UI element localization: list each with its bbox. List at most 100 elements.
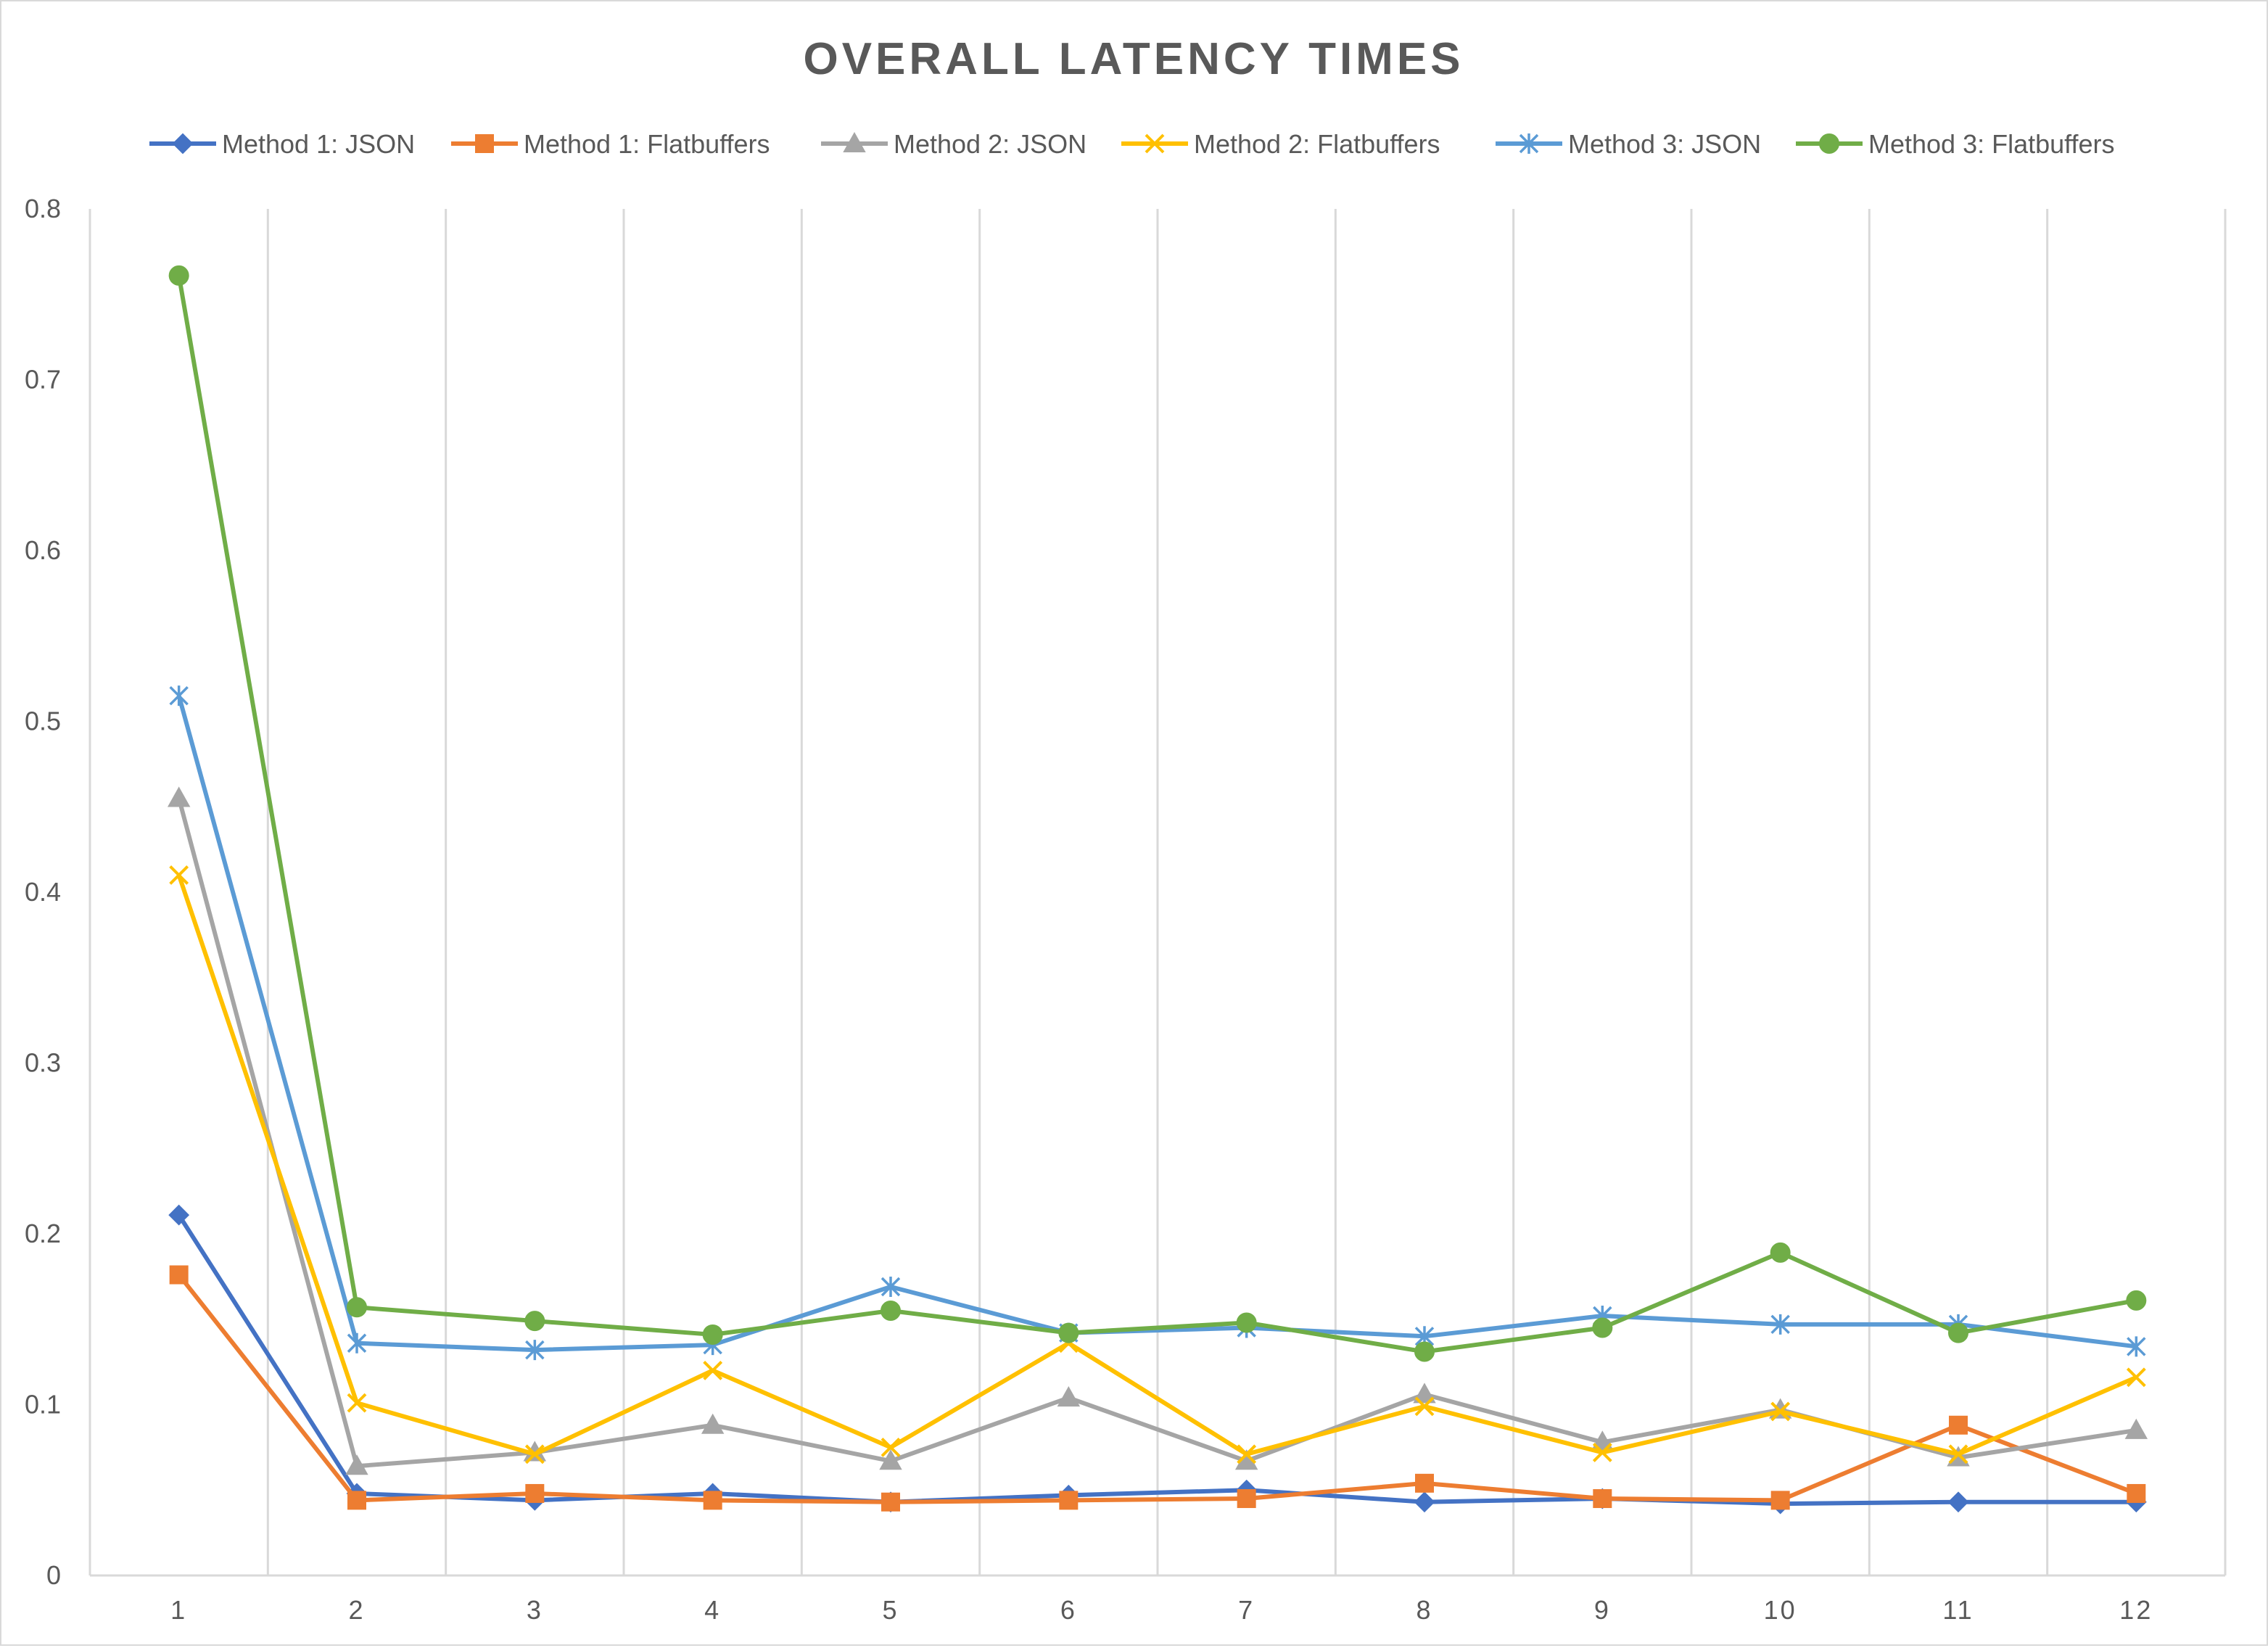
- y-tick-label: 0.6: [25, 535, 61, 565]
- data-point: [347, 1491, 366, 1510]
- data-point: [525, 1340, 545, 1361]
- data-point: [2127, 1336, 2146, 1357]
- data-point: [345, 1454, 368, 1475]
- legend-label: Method 2: Flatbuffers: [1194, 129, 1440, 159]
- data-point: [1592, 1443, 1612, 1462]
- y-tick-label: 0.7: [25, 365, 61, 395]
- series-layer: [167, 265, 2148, 1515]
- data-point: [1413, 1383, 1436, 1404]
- legend: Method 1: JSON Method 1: Flatbuffers Metho…: [149, 129, 2115, 159]
- axes: 00.10.20.30.40.50.60.70.81 2 3 4 5 6 7 8 9 10 11 12: [25, 194, 2225, 1625]
- y-tick-label: 0.5: [25, 706, 61, 736]
- series-line: [177, 1273, 2137, 1504]
- data-point: [881, 1277, 901, 1298]
- series-method-3-flatbuffers: [168, 265, 2147, 1362]
- data-point: [1770, 1491, 1790, 1510]
- x-tick-label: 6: [1060, 1595, 1077, 1625]
- data-point: [1236, 1312, 1257, 1333]
- data-point: [168, 1204, 190, 1226]
- data-point: [1414, 1341, 1435, 1362]
- gridlines: [88, 209, 2227, 1575]
- x-tick-label: 11: [1942, 1595, 1974, 1625]
- x-tick-label: 3: [527, 1595, 543, 1625]
- data-point: [1770, 1401, 1791, 1422]
- data-point: [1949, 1415, 1968, 1435]
- data-point: [1947, 1491, 1969, 1513]
- data-point: [1770, 1314, 1790, 1335]
- x-tick-label: 2: [348, 1595, 365, 1625]
- y-tick-label: 0.8: [25, 194, 61, 223]
- data-point: [2127, 1483, 2146, 1503]
- data-point: [1415, 1473, 1434, 1493]
- series-line: [176, 874, 2137, 1457]
- series-method-3-json: [169, 685, 2146, 1361]
- data-point: [1237, 1489, 1256, 1509]
- data-point: [2126, 1290, 2147, 1311]
- data-point: [167, 786, 191, 807]
- series-line: [177, 1214, 2137, 1507]
- data-point: [1058, 1322, 1079, 1343]
- x-tick-label: 1: [170, 1595, 187, 1625]
- data-point: [525, 1483, 545, 1503]
- data-point: [169, 685, 189, 706]
- data-point: [347, 1332, 367, 1354]
- series-method-1-flatbuffers: [169, 1265, 2146, 1512]
- data-point: [703, 1360, 723, 1380]
- data-point: [1592, 1317, 1613, 1338]
- series-method-2-flatbuffers: [169, 865, 2146, 1464]
- chart-title: OVERALL LATENCY TIMES: [803, 34, 1464, 84]
- data-point: [881, 1492, 900, 1512]
- x-tick-label: 12: [2119, 1595, 2153, 1625]
- y-tick-label: 0.2: [25, 1219, 61, 1248]
- data-point: [701, 1413, 725, 1434]
- data-point: [1057, 1386, 1081, 1407]
- legend-item: Method 2: JSON: [821, 129, 1086, 159]
- legend-label: Method 1: Flatbuffers: [524, 129, 770, 159]
- legend-item: Method 1: Flatbuffers: [451, 129, 770, 159]
- data-point: [879, 1449, 902, 1470]
- legend-marker: [475, 134, 494, 153]
- data-point: [1414, 1396, 1435, 1417]
- series-line: [176, 695, 2137, 1353]
- data-point: [1770, 1242, 1791, 1263]
- data-point: [881, 1437, 901, 1457]
- data-point: [702, 1324, 723, 1345]
- data-point: [1237, 1444, 1257, 1464]
- legend-item: Method 3: JSON: [1496, 129, 1761, 159]
- y-tick-label: 0.4: [25, 877, 61, 907]
- legend-label: Method 3: Flatbuffers: [1868, 129, 2115, 159]
- data-point: [169, 865, 189, 885]
- legend-label: Method 2: JSON: [894, 129, 1086, 159]
- data-point: [347, 1297, 367, 1318]
- data-point: [1059, 1491, 1079, 1510]
- data-point: [2124, 1418, 2148, 1439]
- x-tick-label: 9: [1594, 1595, 1611, 1625]
- legend-marker: [172, 133, 194, 154]
- x-tick-label: 4: [704, 1595, 721, 1625]
- x-tick-label: 5: [882, 1595, 899, 1625]
- data-point: [524, 1444, 545, 1464]
- legend-item: Method 1: JSON: [149, 129, 415, 159]
- y-tick-label: 0.1: [25, 1390, 61, 1420]
- x-tick-label: 10: [1764, 1595, 1797, 1625]
- x-tick-label: 8: [1416, 1595, 1432, 1625]
- data-point: [169, 1265, 189, 1285]
- legend-marker: [843, 131, 866, 152]
- series-line: [176, 275, 2137, 1354]
- data-point: [1948, 1322, 1968, 1343]
- legend-marker: [1819, 133, 1839, 154]
- data-point: [881, 1300, 901, 1321]
- data-point: [1593, 1489, 1612, 1509]
- data-point: [168, 265, 189, 286]
- legend-label: Method 1: JSON: [222, 129, 415, 159]
- legend-label: Method 3: JSON: [1568, 129, 1761, 159]
- data-point: [1414, 1491, 1435, 1513]
- y-tick-label: 0: [46, 1560, 61, 1590]
- data-point: [2126, 1367, 2146, 1388]
- y-tick-label: 0.3: [25, 1048, 61, 1078]
- legend-marker: [1145, 133, 1165, 154]
- legend-item: Method 3: Flatbuffers: [1796, 129, 2115, 159]
- legend-item: Method 2: Flatbuffers: [1121, 129, 1440, 159]
